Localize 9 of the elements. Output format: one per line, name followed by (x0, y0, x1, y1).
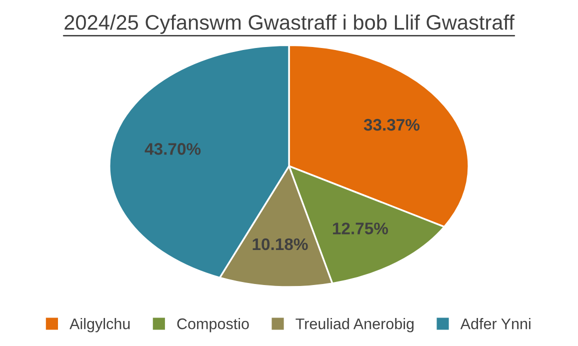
data-label: 12.75% (332, 222, 388, 234)
legend-label: Compostio (177, 318, 249, 332)
data-label: 33.37% (364, 118, 420, 131)
legend-label: Ailgylchu (70, 318, 130, 332)
data-label: 43.70% (144, 143, 201, 155)
chart-title: 2024/25 Cyfanswm Gwastraff i bob Llif Gwastraff (64, 14, 514, 34)
legend-label: Adfer Ynni (460, 318, 530, 330)
data-label: 10.18% (252, 238, 308, 250)
legend-label: Treuliad Anerobig (296, 318, 414, 332)
